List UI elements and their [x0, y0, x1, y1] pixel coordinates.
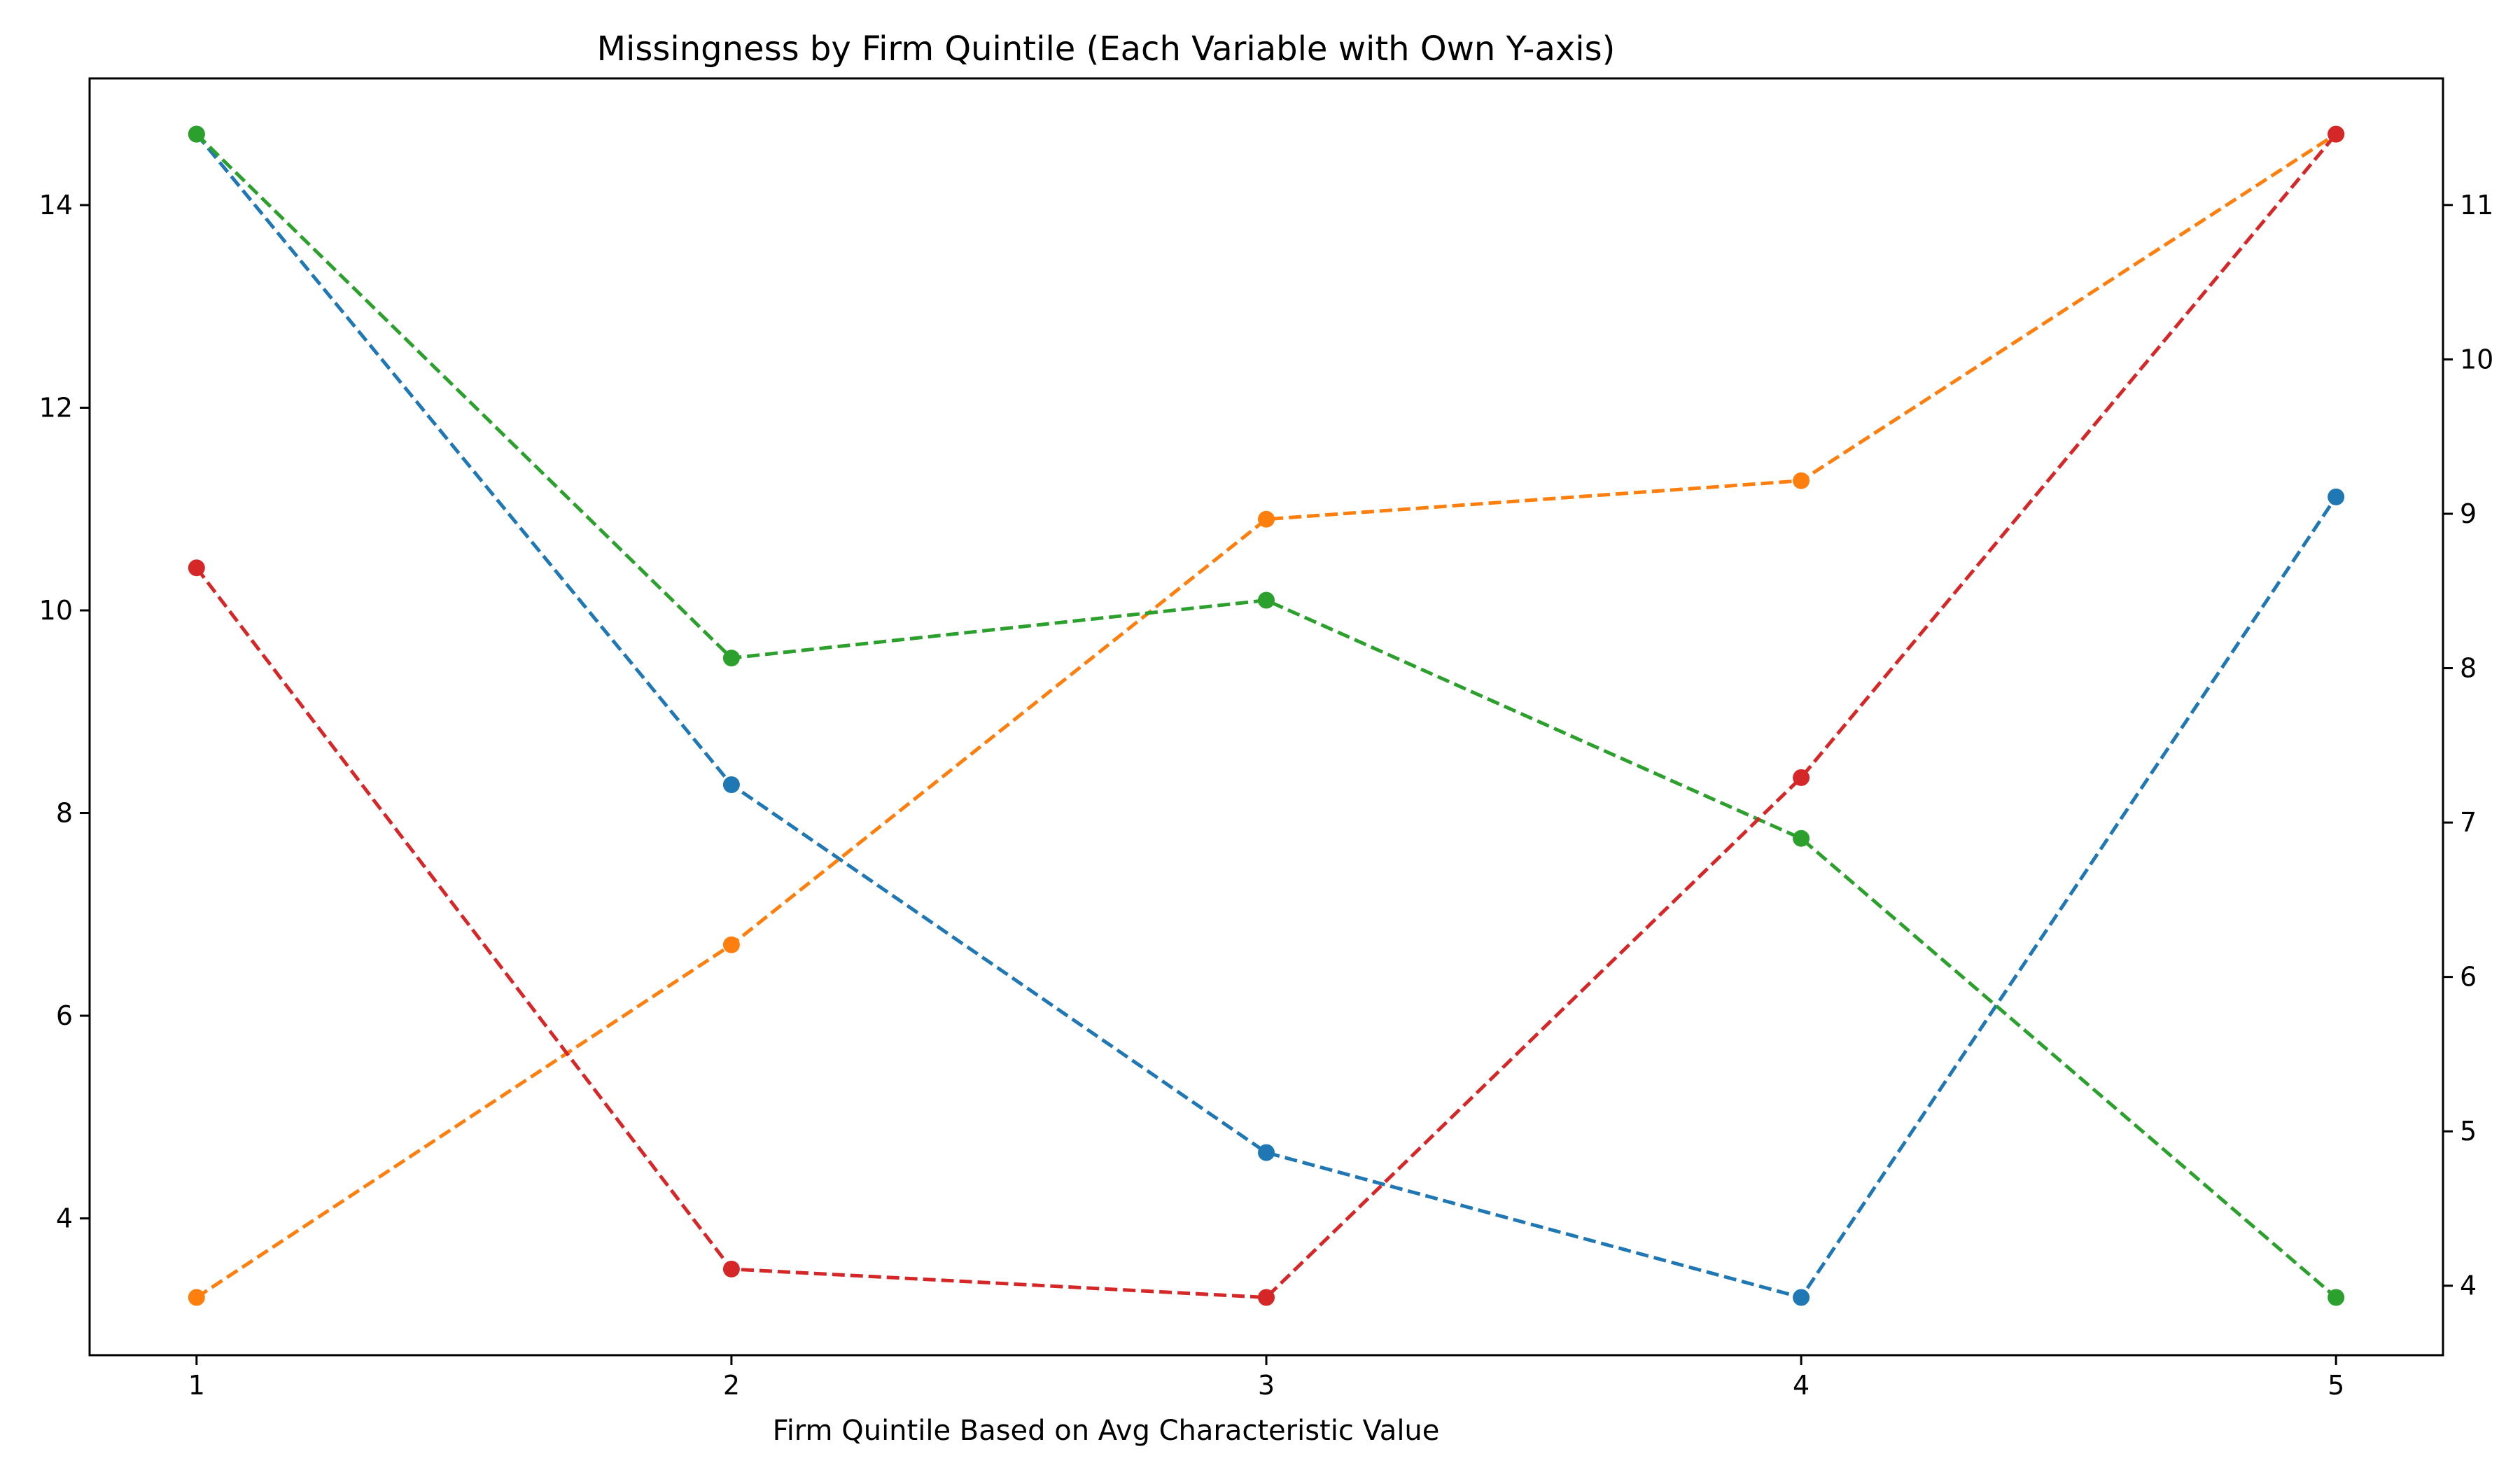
- data-point-series-4: [188, 559, 205, 577]
- data-point-series-1: [2328, 488, 2345, 505]
- series-line-4: [195, 133, 2338, 1299]
- data-point-series-2: [722, 936, 740, 953]
- x-axis-label: Firm Quintile Based on Avg Characteristi…: [773, 1415, 1440, 1447]
- data-point-series-3: [188, 125, 205, 143]
- data-point-series-4: [1793, 769, 1810, 786]
- data-point-series-2: [1258, 510, 1275, 528]
- y-axis-left: 4 6 8 10 12 14: [39, 190, 90, 1234]
- plot-area: [188, 125, 2345, 1306]
- y-right-tick-label: 4: [2460, 1270, 2477, 1301]
- series-line-3: [195, 132, 2337, 1299]
- data-point-series-4: [722, 1260, 740, 1278]
- x-axis: 1 2 3 4 5: [188, 1355, 2344, 1401]
- chart-title: Missingness by Firm Quintile (Each Varia…: [597, 29, 1616, 69]
- y-right-tick-label: 5: [2460, 1116, 2477, 1147]
- data-point-series-3: [2328, 1289, 2345, 1306]
- x-tick-label: 4: [1793, 1370, 1809, 1401]
- data-point-series-2: [1793, 472, 1810, 489]
- data-point-series-4: [2328, 125, 2345, 143]
- y-left-tick-label: 6: [56, 1000, 73, 1031]
- data-point-series-1: [1258, 1144, 1275, 1161]
- y-axis-right: 4 5 6 7 8 9 10 11: [2443, 190, 2493, 1301]
- data-point-series-1: [1793, 1289, 1810, 1306]
- x-tick-label: 3: [1258, 1370, 1275, 1401]
- y-right-tick-label: 7: [2460, 807, 2477, 838]
- data-point-series-3: [1258, 592, 1275, 609]
- data-point-series-1: [722, 776, 740, 793]
- data-point-series-3: [722, 650, 740, 667]
- y-right-tick-label: 8: [2460, 653, 2477, 684]
- series-line-2: [195, 132, 2337, 1299]
- plot-frame: [88, 77, 2444, 1357]
- y-right-tick-label: 10: [2460, 344, 2493, 374]
- data-point-series-2: [188, 1289, 205, 1306]
- y-left-tick-label: 4: [56, 1203, 73, 1234]
- data-point-series-3: [1793, 830, 1810, 847]
- y-right-tick-label: 11: [2460, 190, 2493, 220]
- y-left-tick-label: 8: [56, 798, 73, 829]
- series-line-1: [195, 133, 2338, 1299]
- x-tick-label: 5: [2328, 1370, 2344, 1401]
- y-left-tick-label: 10: [39, 595, 73, 626]
- y-right-tick-label: 9: [2460, 498, 2477, 529]
- x-tick-label: 1: [188, 1370, 205, 1401]
- y-left-tick-label: 14: [39, 190, 73, 220]
- x-tick-label: 2: [723, 1370, 740, 1401]
- y-left-tick-label: 12: [39, 392, 73, 423]
- y-right-tick-label: 6: [2460, 962, 2477, 993]
- data-point-series-4: [1258, 1289, 1275, 1306]
